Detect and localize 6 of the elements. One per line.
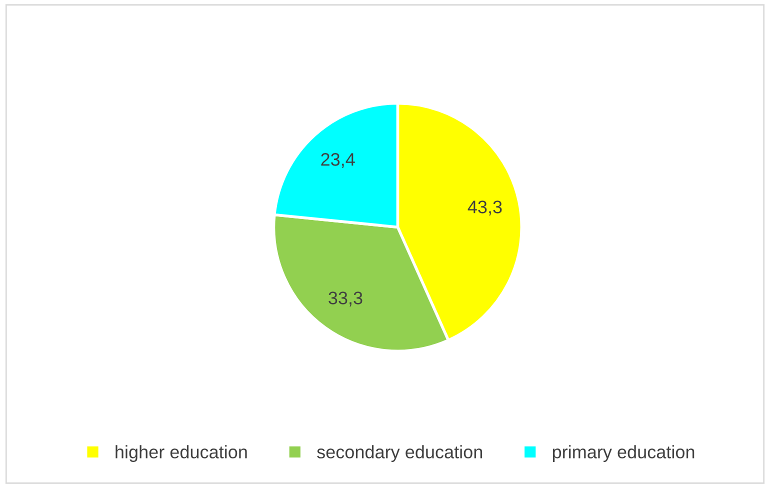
- data-label: 23,4: [321, 153, 355, 168]
- legend-label: higher education: [116, 445, 247, 462]
- legend-label: primary education: [552, 445, 694, 462]
- data-label: 33,3: [328, 292, 362, 307]
- legend-label: secondary education: [317, 445, 482, 462]
- data-label: 43,3: [468, 200, 502, 216]
